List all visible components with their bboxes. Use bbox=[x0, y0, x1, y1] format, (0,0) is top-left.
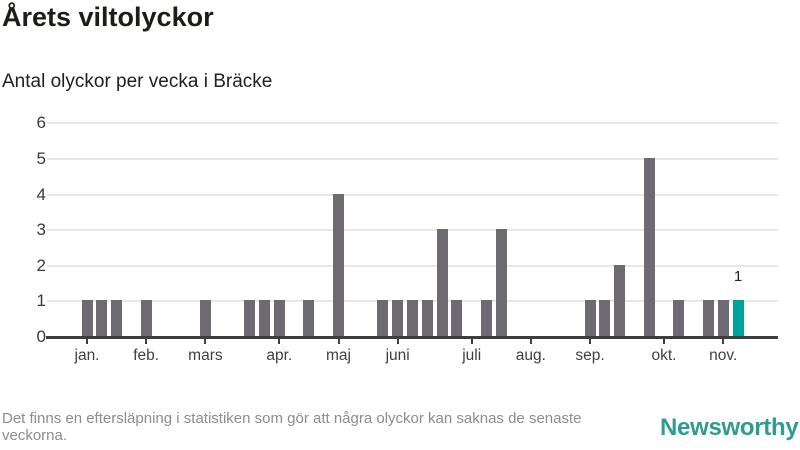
bar-week1 bbox=[81, 300, 93, 336]
bar-week39 bbox=[643, 158, 655, 336]
newsworthy-logo[interactable]: Newsworthy bbox=[647, 412, 799, 450]
bar-week22 bbox=[392, 300, 404, 336]
x-tick-sep bbox=[589, 339, 591, 344]
x-axis-line bbox=[46, 336, 778, 339]
y-axis-label-3: 3 bbox=[36, 220, 46, 240]
bar-week3 bbox=[111, 300, 123, 336]
gridline-y3 bbox=[47, 229, 778, 232]
x-tick-apr bbox=[278, 339, 281, 344]
chart-subtitle: Antal olyckor per vecka i Bräcke bbox=[2, 71, 273, 92]
bar-week43 bbox=[702, 300, 714, 336]
x-tick-maj bbox=[337, 339, 340, 344]
x-axis-label-jan: jan. bbox=[74, 347, 100, 364]
footer-disclaimer: Det finns en eftersläpning i statistiken… bbox=[2, 410, 582, 444]
x-tick-juni bbox=[396, 339, 399, 344]
x-axis-label-juni: juni bbox=[385, 347, 410, 364]
x-axis-label-maj: maj bbox=[326, 347, 351, 364]
x-tick-mars bbox=[204, 339, 207, 344]
page-title: Årets viltolyckor bbox=[2, 2, 214, 32]
y-axis-label-0: 0 bbox=[36, 327, 46, 346]
bar-week9 bbox=[199, 300, 211, 336]
bar-week5 bbox=[140, 300, 152, 336]
x-tick-okt bbox=[663, 339, 665, 344]
bar-week36 bbox=[599, 300, 611, 336]
y-axis-label-5: 5 bbox=[36, 149, 46, 168]
x-tick-feb bbox=[145, 339, 148, 344]
bar-week24 bbox=[421, 300, 433, 336]
y-axis-label-2: 2 bbox=[36, 255, 46, 275]
bar-week14 bbox=[273, 300, 285, 336]
x-axis-label-nov: nov. bbox=[709, 347, 738, 364]
bar-week23 bbox=[407, 300, 418, 336]
bar-week41 bbox=[673, 300, 685, 336]
x-tick-jan bbox=[86, 339, 88, 344]
latest-value-label: 1 bbox=[733, 268, 743, 285]
bar-week28 bbox=[481, 300, 492, 336]
bar-highlight-week45 bbox=[732, 300, 744, 336]
bar-week12 bbox=[244, 300, 256, 336]
x-axis-label-juli: juli bbox=[462, 347, 482, 364]
x-axis-label-feb: feb. bbox=[133, 347, 160, 364]
gridline-y5 bbox=[47, 158, 778, 160]
bar-week2 bbox=[96, 300, 108, 336]
bar-week18 bbox=[333, 193, 344, 336]
x-axis-label-apr: apr. bbox=[266, 347, 293, 364]
bar-week25 bbox=[436, 229, 448, 336]
bar-week13 bbox=[259, 300, 270, 336]
bar-week21 bbox=[377, 300, 389, 336]
brand-name: Newsworthy bbox=[660, 414, 799, 441]
y-axis-label-6: 6 bbox=[36, 113, 46, 133]
gridline-y2 bbox=[47, 264, 778, 267]
bar-week37 bbox=[614, 264, 626, 336]
gridline-y6 bbox=[47, 122, 778, 125]
bar-week29 bbox=[495, 229, 507, 336]
x-tick-juli bbox=[470, 339, 473, 344]
x-tick-aug bbox=[529, 339, 532, 344]
x-axis-label-aug: aug. bbox=[515, 347, 546, 364]
bar-week26 bbox=[451, 300, 463, 336]
bar-week16 bbox=[303, 300, 315, 336]
x-tick-nov bbox=[722, 339, 725, 344]
bar-week35 bbox=[584, 300, 596, 336]
bar-week44 bbox=[717, 300, 729, 336]
y-axis-label-4: 4 bbox=[36, 184, 46, 204]
x-axis-label-okt: okt. bbox=[651, 347, 677, 364]
x-axis-label-sep: sep. bbox=[575, 347, 605, 364]
gridline-y4 bbox=[47, 193, 778, 196]
x-axis-label-mars: mars bbox=[188, 347, 223, 364]
y-axis-label-1: 1 bbox=[36, 291, 46, 311]
